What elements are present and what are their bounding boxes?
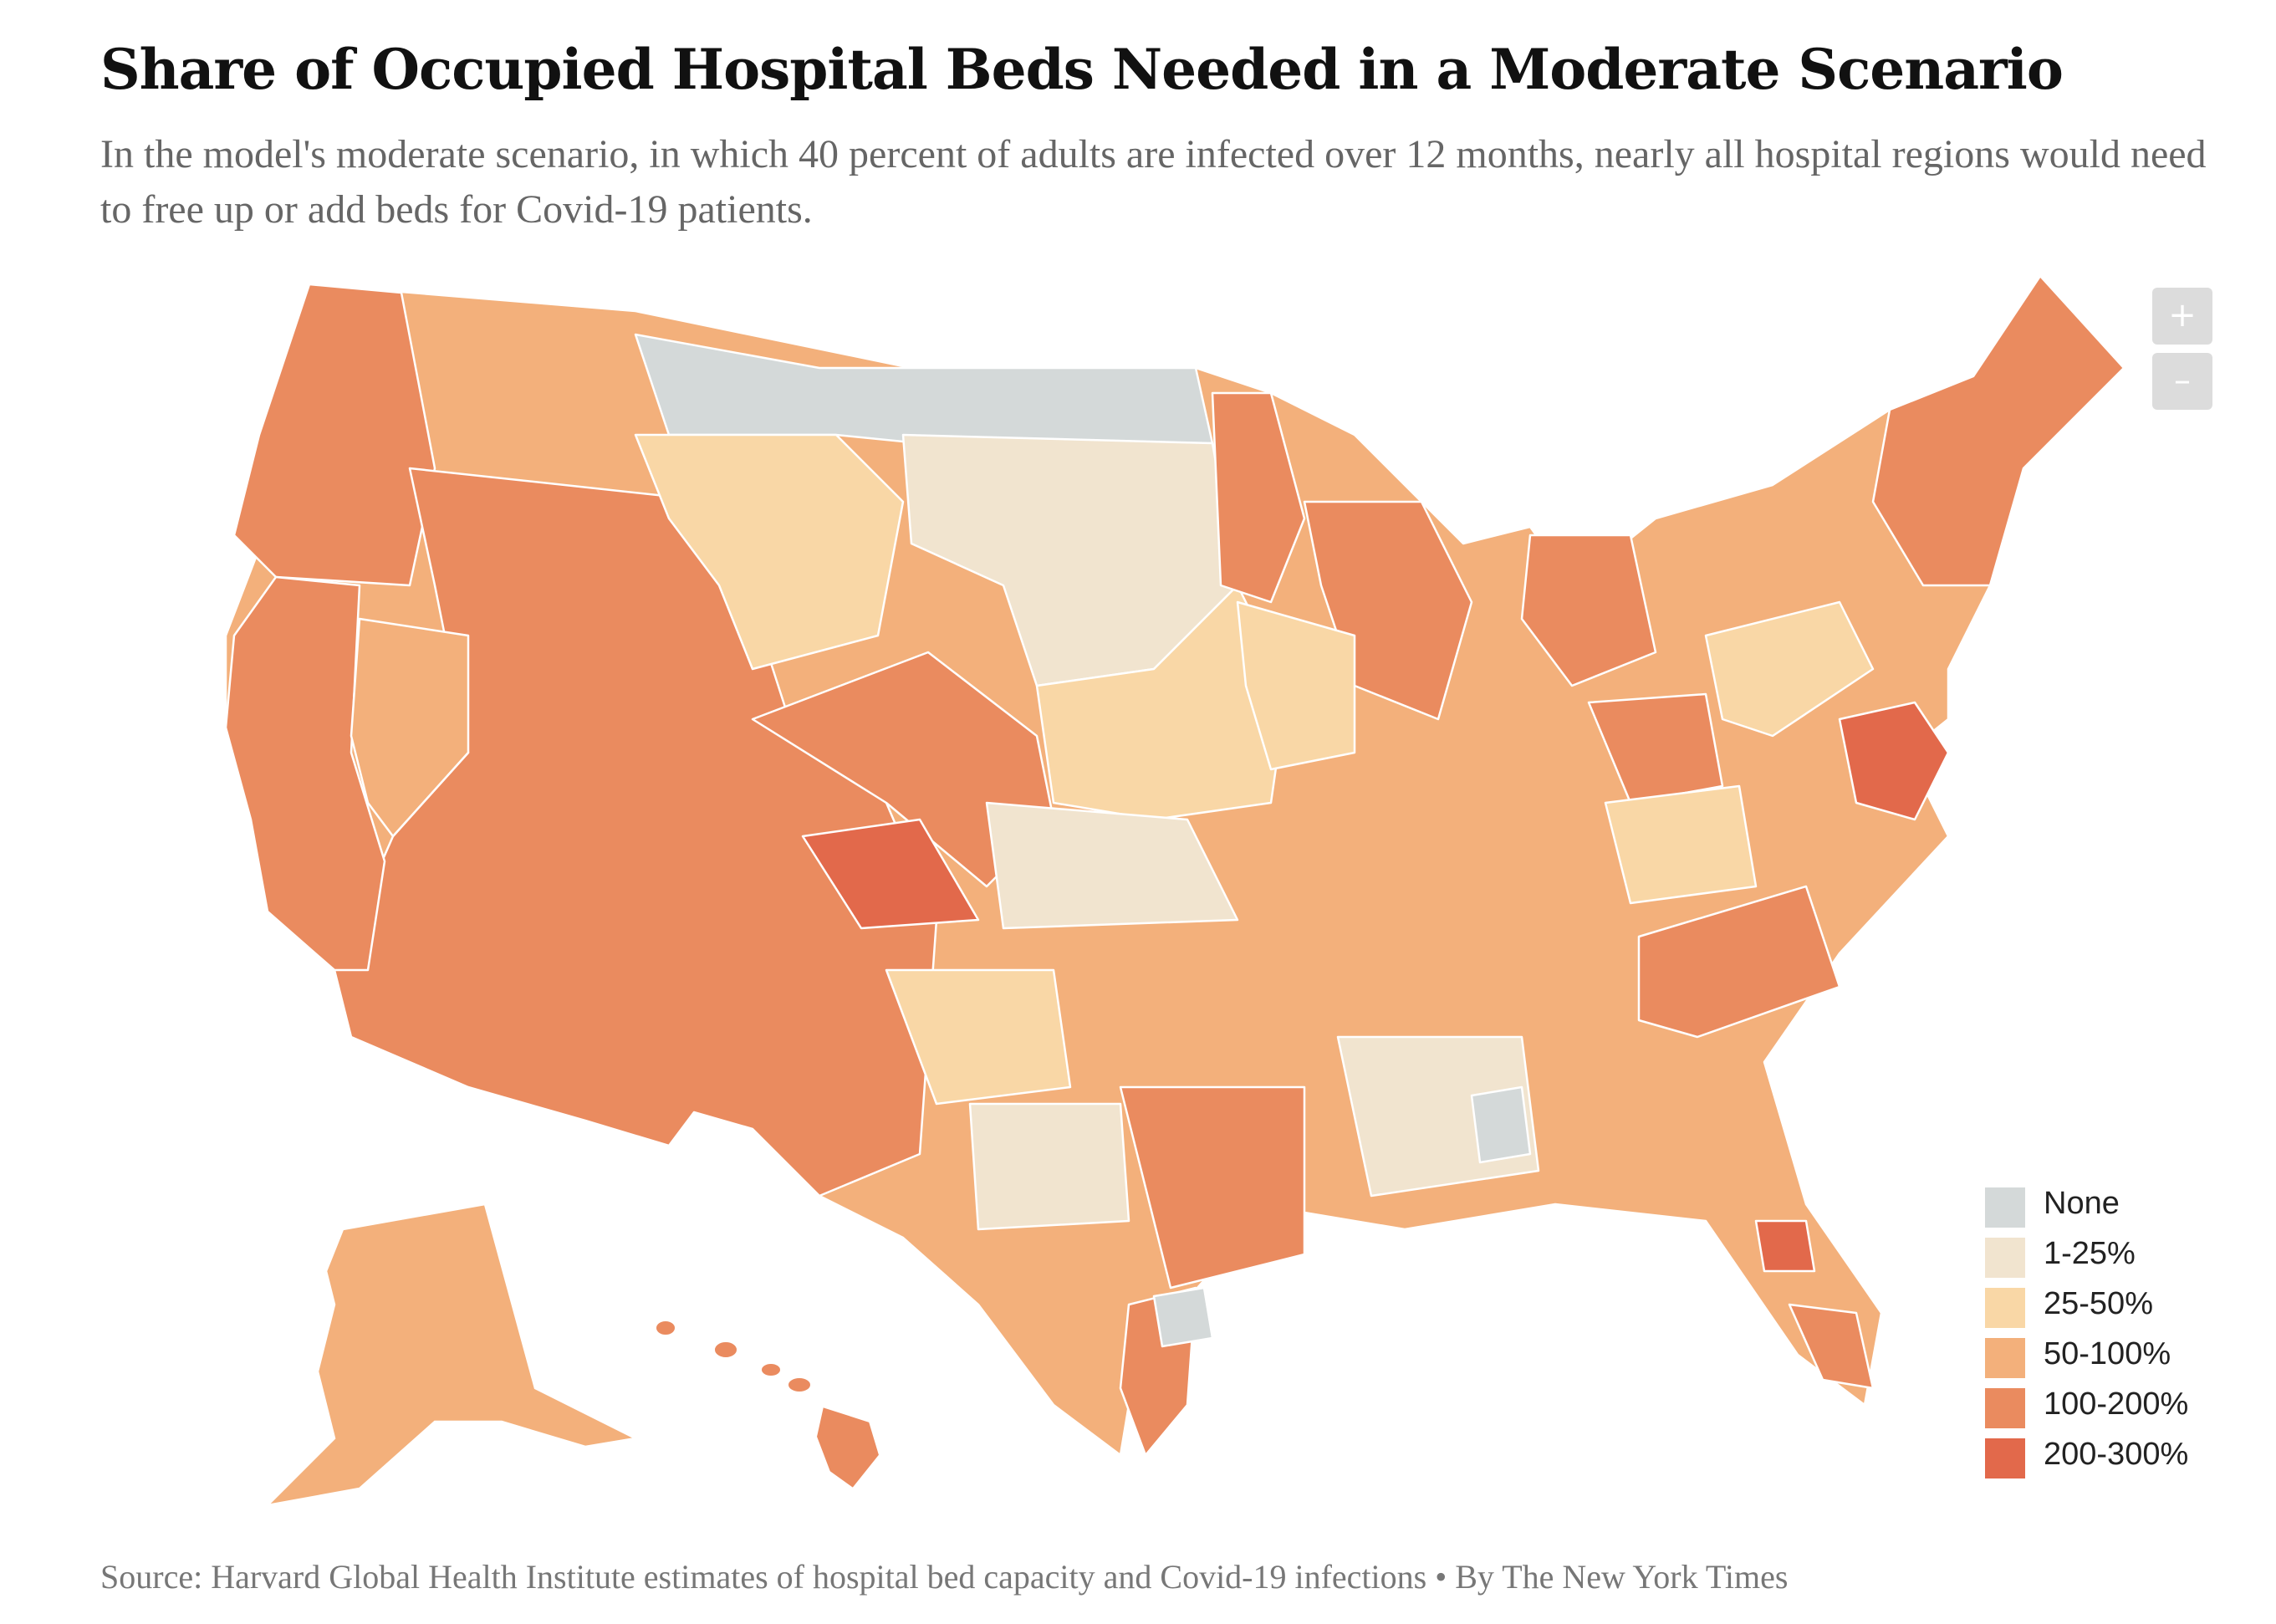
region-pennsylvania: [1704, 600, 1875, 738]
region-alabama-none: [1470, 1085, 1532, 1164]
legend-label: 25-50%: [2044, 1286, 2153, 1321]
zoom-out-button[interactable]: –: [2152, 353, 2212, 410]
region-kansas: [985, 801, 1239, 930]
region-pacific-northwest: [232, 283, 436, 587]
legend-label: 1-25%: [2044, 1236, 2136, 1271]
legend-label: None: [2044, 1186, 2120, 1221]
hawaii-region: [655, 1320, 881, 1490]
legend-label: 200-300%: [2044, 1437, 2189, 1472]
zoom-in-button[interactable]: +: [2152, 288, 2212, 345]
legend-swatch: [1985, 1338, 2025, 1378]
region-ohio-valley: [1587, 692, 1724, 804]
contiguous-us: [224, 274, 2125, 1457]
region-south-florida: [1788, 1303, 1875, 1390]
legend-swatch: [1985, 1388, 2025, 1428]
legend-swatch: [1985, 1288, 2025, 1328]
region-nevada-desert: [350, 617, 470, 838]
region-houston-none: [1152, 1286, 1214, 1348]
region-minnesota-west: [1211, 391, 1306, 604]
region-new-england: [1871, 274, 2125, 587]
region-carolinas: [1637, 885, 1841, 1039]
legend-swatch: [1985, 1187, 2025, 1228]
region-mid-atlantic: [1838, 701, 1950, 821]
source-credit: Source: Harvard Global Health Institute …: [100, 1558, 1789, 1596]
legend-swatch: [1985, 1238, 2025, 1278]
region-colorado-200: [801, 818, 980, 930]
region-east-texas: [1119, 1085, 1306, 1289]
region-iowa: [1236, 600, 1356, 771]
alaska-region: [264, 1203, 639, 1507]
legend-label: 50-100%: [2044, 1336, 2171, 1371]
region-wisconsin: [1303, 500, 1473, 721]
page-title: Share of Occupied Hospital Beds Needed i…: [100, 37, 2064, 102]
legend-swatch: [1985, 1438, 2025, 1478]
region-kentucky-tennessee: [1604, 784, 1758, 905]
legend-label: 100-200%: [2044, 1387, 2189, 1422]
region-montana-plains: [634, 433, 905, 671]
region-michigan: [1520, 534, 1657, 687]
region-oklahoma: [885, 968, 1072, 1106]
page-subtitle: In the model's moderate scenario, in whi…: [100, 132, 2207, 232]
region-central-florida: [1754, 1219, 1816, 1273]
region-north-texas: [968, 1102, 1130, 1231]
